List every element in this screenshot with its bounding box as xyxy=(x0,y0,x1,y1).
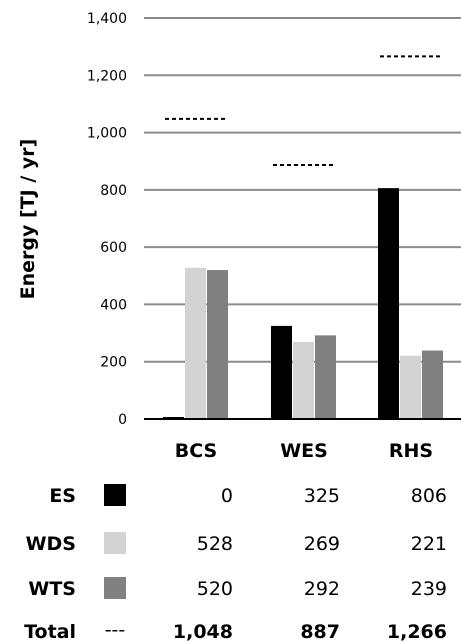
table-cell: 520 xyxy=(197,578,233,600)
data-table: ES 0 325 806 WDS 528 269 221 WTS 520 292 239 Total --… xyxy=(24,484,447,643)
table-total-cell: 887 xyxy=(300,621,340,643)
legend-swatch xyxy=(104,577,126,599)
table-row-label: ES xyxy=(49,485,76,507)
legend-swatch xyxy=(104,532,126,554)
category-label: WES xyxy=(280,440,328,462)
table-cell: 292 xyxy=(304,578,340,600)
category-labels: BCS WES RHS xyxy=(175,440,433,462)
y-tick-label: 400 xyxy=(100,297,127,313)
table-cell: 806 xyxy=(411,485,447,507)
table-total-cell: 1,266 xyxy=(387,621,447,643)
table-cell: 239 xyxy=(411,578,447,600)
y-tick-label: 1,000 xyxy=(87,126,127,142)
table-cell: 0 xyxy=(221,485,233,507)
y-tick-label: 1,200 xyxy=(87,68,127,84)
y-axis-label: Energy [TJ / yr] xyxy=(17,139,39,300)
bar-es-rhs xyxy=(378,188,399,419)
y-tick-label: 1,400 xyxy=(87,11,127,27)
bar-wds-bcs xyxy=(185,267,206,419)
y-tick-label: 0 xyxy=(118,412,127,428)
table-cell: 269 xyxy=(304,533,340,555)
y-tick-label: 200 xyxy=(100,355,127,371)
bar-wts-wes xyxy=(315,335,336,419)
bar-wds-wes xyxy=(293,341,314,419)
table-cell: 221 xyxy=(411,533,447,555)
y-tick-label: 600 xyxy=(100,240,127,256)
category-label: BCS xyxy=(175,440,217,462)
bar-es-wes xyxy=(271,325,292,419)
y-tick-labels: 0 200 400 600 800 1,000 1,200 1,400 xyxy=(87,11,127,428)
total-markers xyxy=(165,55,440,166)
total-legend-symbol: --- xyxy=(105,619,126,641)
bar-wts-rhs xyxy=(422,350,443,419)
legend-swatch xyxy=(104,484,126,506)
bar-wts-bcs xyxy=(207,270,228,419)
bars xyxy=(163,188,443,419)
table-total-label: Total xyxy=(24,621,76,643)
category-label: RHS xyxy=(389,440,433,462)
bar-wds-rhs xyxy=(400,355,421,419)
table-total-cell: 1,048 xyxy=(173,621,233,643)
table-cell: 528 xyxy=(197,533,233,555)
y-tick-label: 800 xyxy=(100,183,127,199)
table-row-label: WTS xyxy=(28,578,76,600)
table-row-label: WDS xyxy=(26,533,76,555)
table-cell: 325 xyxy=(304,485,340,507)
